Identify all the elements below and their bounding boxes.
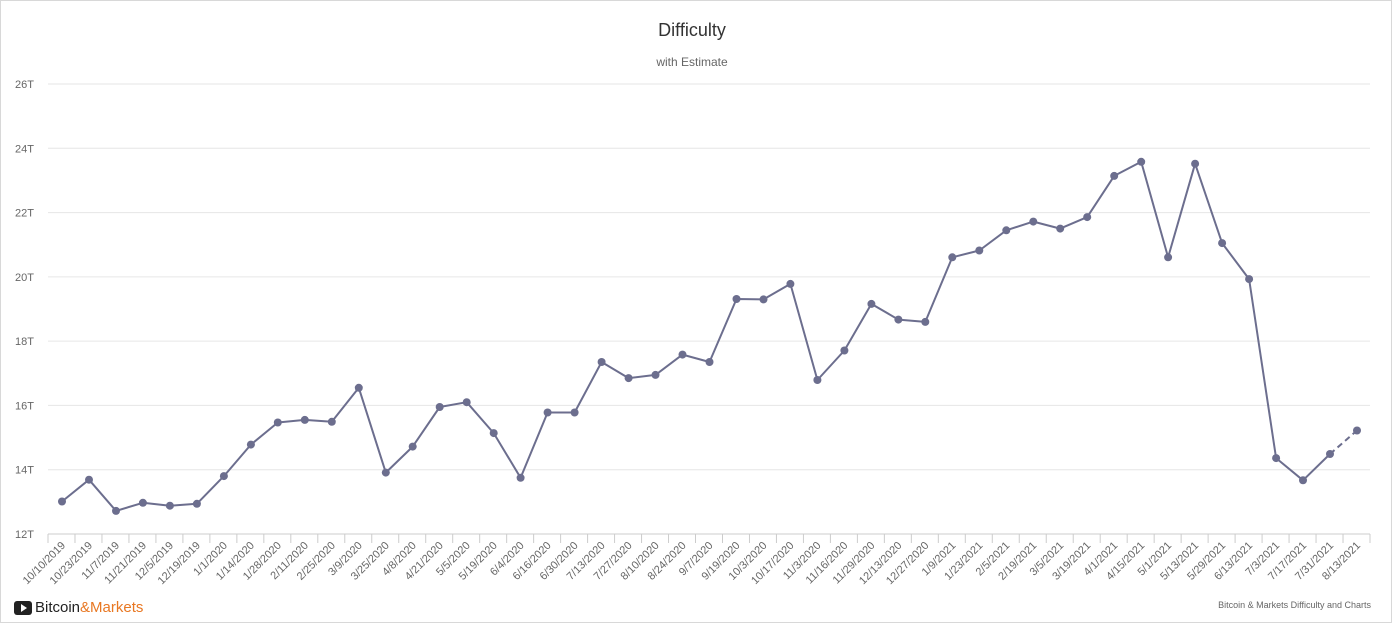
y-tick-label: 22T: [15, 208, 34, 220]
data-point: [624, 374, 633, 383]
grid-lines: [48, 83, 1370, 471]
y-tick-label: 12T: [15, 529, 34, 541]
data-point: [1110, 171, 1119, 180]
estimate-point: [1353, 426, 1361, 435]
data-point: [759, 295, 768, 304]
logo-text-markets: Markets: [90, 599, 144, 616]
data-point: [516, 473, 525, 482]
y-tick-label: 18T: [15, 336, 34, 348]
data-point: [354, 383, 363, 392]
difficulty-line: [61, 160, 1331, 512]
data-point: [138, 498, 147, 507]
data-point: [300, 415, 309, 424]
y-tick-label: 20T: [15, 272, 34, 284]
data-point: [1083, 213, 1092, 222]
data-point: [1245, 275, 1254, 284]
data-point: [786, 279, 795, 288]
chart-title: Difficulty: [658, 20, 726, 40]
data-point: [1137, 157, 1146, 166]
data-point: [975, 246, 984, 255]
data-point: [1164, 253, 1173, 262]
data-point: [246, 440, 255, 449]
data-point: [273, 418, 282, 427]
play-icon: [14, 600, 32, 615]
x-axis: 10/10/201910/23/201911/7/201911/21/20191…: [21, 533, 1371, 587]
estimate-line: [1329, 429, 1358, 455]
y-tick-label: 24T: [15, 143, 34, 155]
series-line: [61, 160, 1358, 512]
data-point: [462, 398, 471, 407]
data-point: [894, 315, 903, 324]
y-tick-label: 16T: [15, 400, 34, 412]
data-point: [1056, 224, 1065, 233]
data-point: [58, 497, 66, 506]
data-point: [1218, 239, 1227, 248]
data-point: [948, 253, 957, 262]
data-point: [651, 370, 660, 379]
logo-text-bitcoin: Bitcoin: [35, 599, 81, 616]
data-point: [381, 468, 390, 477]
data-point: [219, 472, 228, 481]
bitcoin-markets-logo[interactable]: Bitcoin & Markets: [14, 599, 143, 616]
data-point: [435, 403, 444, 411]
data-point: [678, 350, 687, 359]
data-point: [813, 376, 822, 384]
data-point: [840, 346, 849, 355]
data-point: [489, 429, 498, 438]
data-point: [732, 295, 741, 303]
data-point: [1029, 217, 1038, 226]
data-point: [1299, 476, 1307, 485]
data-point: [1191, 159, 1200, 168]
data-point: [408, 442, 417, 451]
y-axis-labels: 12T 14T 16T 18T 20T 22T 24T 26T: [15, 79, 34, 541]
data-point: [1002, 226, 1011, 235]
y-tick-label: 26T: [15, 79, 34, 91]
data-point: [597, 358, 606, 366]
data-point: [705, 358, 714, 366]
credit-text: Bitcoin & Markets Difficulty and Charts: [1218, 600, 1371, 610]
data-point: [570, 408, 579, 417]
chart-subtitle: with Estimate: [656, 55, 728, 69]
logo-ampersand: &: [80, 599, 91, 616]
series-points: [58, 157, 1361, 515]
data-point: [543, 408, 552, 417]
y-tick-label: 14T: [15, 465, 34, 477]
data-point: [327, 417, 336, 426]
data-point: [85, 475, 93, 484]
data-point: [165, 501, 174, 510]
data-point: [1272, 454, 1281, 463]
data-point: [867, 299, 876, 308]
data-point: [1326, 450, 1334, 458]
data-point: [921, 317, 930, 326]
data-point: [112, 506, 120, 515]
data-point: [192, 499, 201, 508]
